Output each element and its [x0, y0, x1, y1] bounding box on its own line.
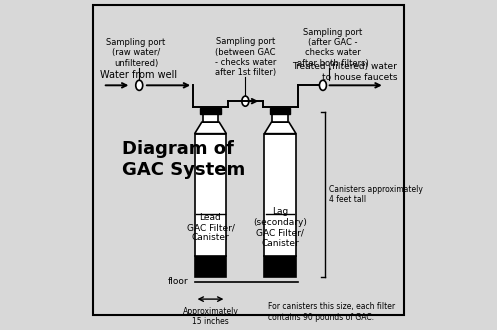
- Text: Treated (filtered) water
to house faucets: Treated (filtered) water to house faucet…: [292, 62, 398, 82]
- Text: Canisters approximately
4 feet tall: Canisters approximately 4 feet tall: [330, 185, 423, 204]
- Bar: [195, 134, 226, 255]
- Text: Sampling port
(raw water/
unfiltered): Sampling port (raw water/ unfiltered): [106, 38, 166, 68]
- Text: floor: floor: [167, 277, 188, 286]
- FancyBboxPatch shape: [93, 5, 404, 315]
- Bar: [270, 108, 290, 114]
- Polygon shape: [264, 122, 296, 134]
- Bar: [264, 255, 296, 277]
- Text: Lag
(secondary)
GAC Filter/
Canister: Lag (secondary) GAC Filter/ Canister: [253, 208, 307, 248]
- Bar: [264, 134, 296, 255]
- Bar: [195, 255, 226, 277]
- Ellipse shape: [320, 80, 327, 90]
- Text: Lead
GAC Filter/
Canister: Lead GAC Filter/ Canister: [186, 213, 235, 243]
- Text: Water from well: Water from well: [99, 70, 177, 80]
- Polygon shape: [195, 122, 226, 134]
- Bar: [200, 108, 221, 114]
- Ellipse shape: [136, 80, 143, 90]
- Text: Approximately
15 inches: Approximately 15 inches: [182, 307, 239, 326]
- Bar: [272, 114, 288, 122]
- Text: Diagram of
GAC System: Diagram of GAC System: [122, 140, 245, 179]
- Ellipse shape: [242, 96, 249, 106]
- Text: For canisters this size, each filter
contains 90 pounds of GAC.: For canisters this size, each filter con…: [267, 302, 395, 322]
- Text: Sampling port
(after GAC -
checks water
after both filters): Sampling port (after GAC - checks water …: [297, 28, 368, 68]
- Text: Sampling port
(between GAC
- checks water
after 1st filter): Sampling port (between GAC - checks wate…: [215, 37, 276, 78]
- Bar: [203, 114, 218, 122]
